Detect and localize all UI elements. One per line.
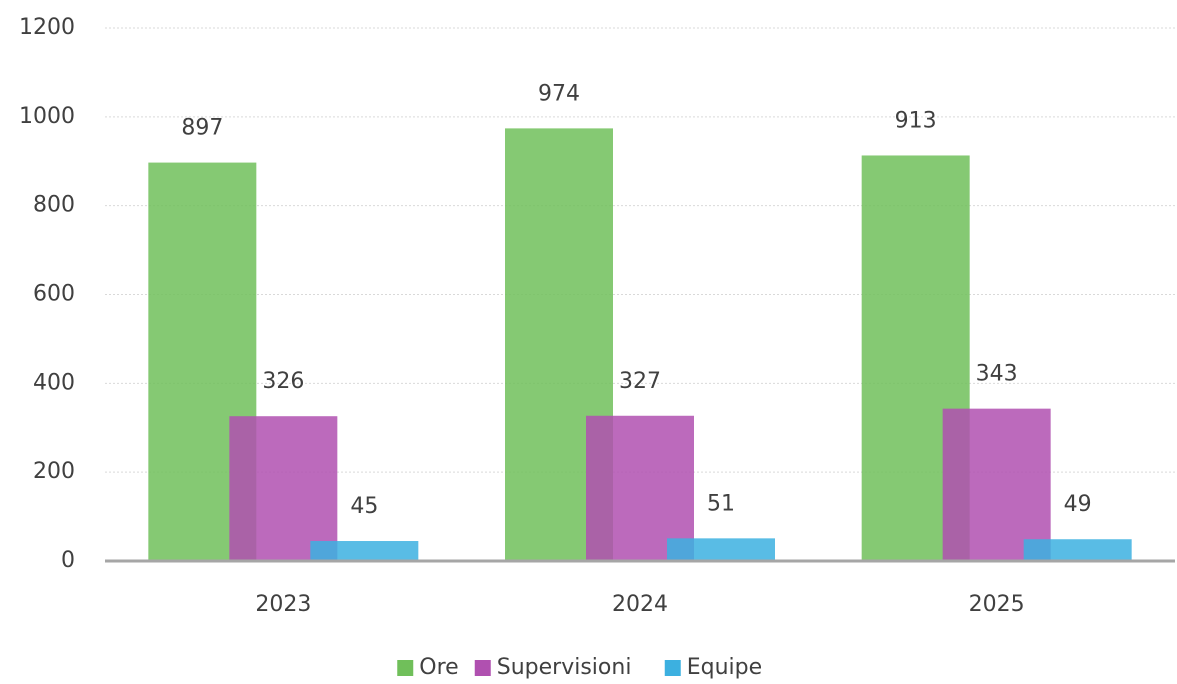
data-label: 51 [707, 491, 735, 516]
y-tick-label: 600 [33, 282, 75, 307]
data-label: 326 [262, 369, 304, 394]
y-tick-label: 1200 [19, 15, 75, 40]
data-label: 45 [350, 494, 378, 519]
data-label: 974 [538, 81, 580, 106]
x-tick-label: 2023 [255, 592, 311, 617]
legend-swatch [474, 660, 491, 676]
bar [310, 541, 419, 561]
data-label: 327 [619, 369, 661, 394]
bar [586, 415, 694, 561]
data-label: 897 [181, 116, 223, 141]
y-tick-label: 1000 [19, 104, 75, 129]
x-tick-label: 2024 [612, 592, 668, 617]
legend-swatch [664, 660, 681, 676]
legend-label: Equipe [687, 655, 762, 680]
bar [1023, 539, 1132, 561]
x-tick-label: 2025 [969, 592, 1025, 617]
y-tick-label: 0 [61, 548, 75, 573]
data-label: 913 [895, 108, 937, 133]
legend-label: Supervisioni [497, 655, 632, 680]
legend-label: Ore [419, 655, 458, 680]
y-tick-label: 200 [33, 459, 75, 484]
bar [667, 538, 775, 561]
y-tick-label: 400 [33, 370, 75, 395]
y-tick-label: 800 [33, 193, 75, 218]
bar [229, 416, 338, 561]
data-label: 343 [976, 362, 1018, 387]
legend-swatch [397, 660, 414, 676]
data-label: 49 [1064, 492, 1092, 517]
bar [942, 408, 1051, 561]
